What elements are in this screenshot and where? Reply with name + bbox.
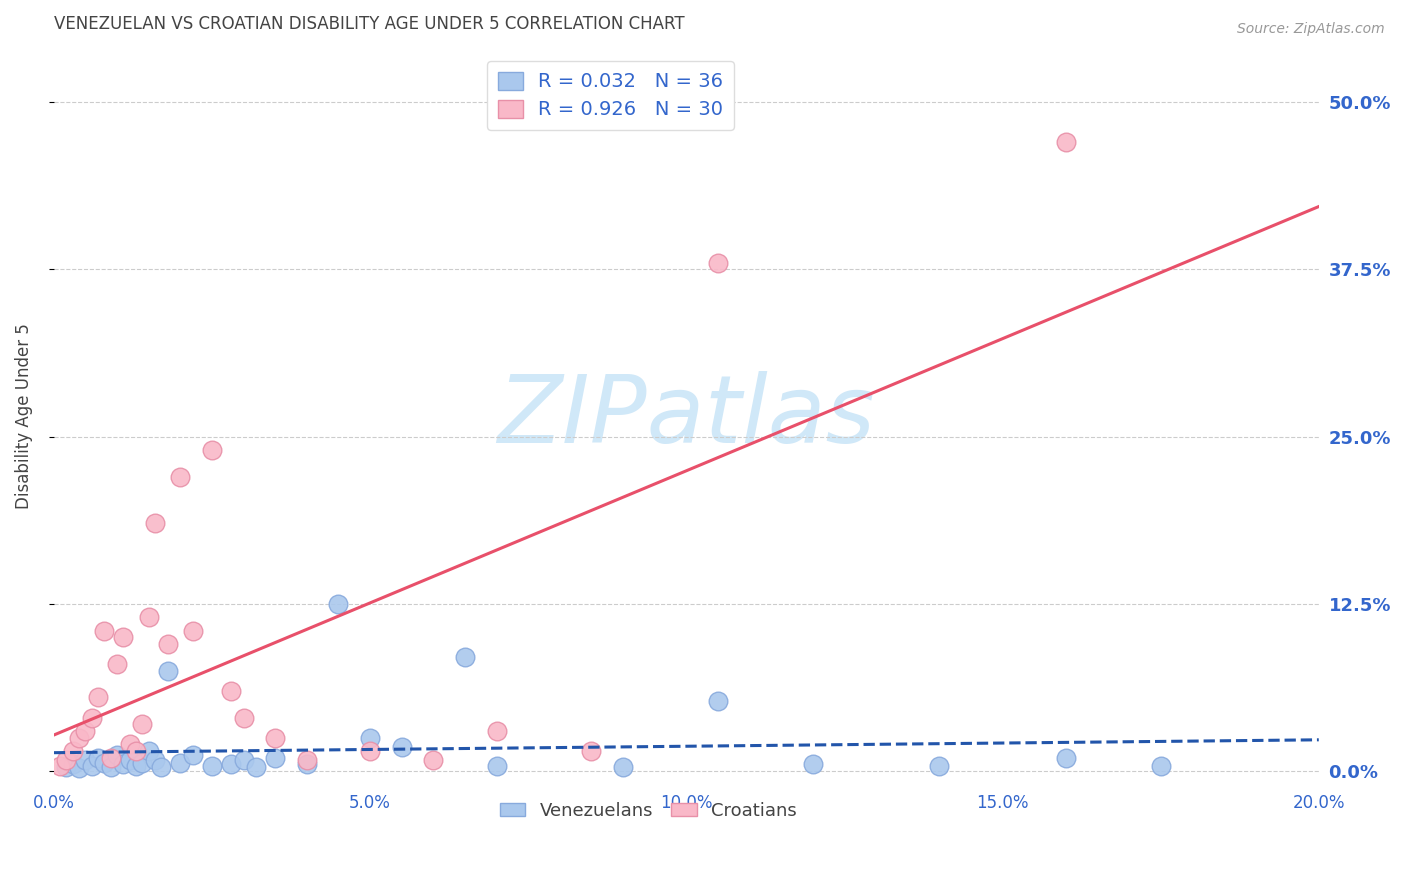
Point (118, 753, 141, 767)
Point (612, 760, 634, 774)
Point (87, 750, 110, 764)
Point (169, 756, 191, 770)
Point (62, 757, 84, 772)
Point (264, 750, 287, 764)
Point (75, 753, 97, 767)
Point (105, 657, 128, 671)
Point (100, 760, 122, 774)
Text: Source: ZipAtlas.com: Source: ZipAtlas.com (1237, 22, 1385, 37)
Point (928, 758, 950, 772)
Point (485, 758, 508, 772)
Point (801, 757, 824, 772)
Point (169, 469, 191, 483)
Point (62, 744, 84, 758)
Point (707, 255, 730, 269)
Point (422, 753, 444, 767)
Point (67, 731, 90, 745)
Point (245, 760, 267, 774)
Point (75, 723, 97, 738)
Point (232, 753, 254, 767)
Point (156, 637, 179, 651)
Legend: Venezuelans, Croatians: Venezuelans, Croatians (492, 795, 804, 827)
Point (201, 442, 224, 457)
Point (87, 690, 110, 705)
Point (359, 744, 381, 758)
Point (232, 710, 254, 724)
Point (201, 758, 224, 772)
Point (264, 731, 287, 745)
Point (105, 747, 128, 762)
Point (143, 753, 166, 767)
Point (131, 717, 153, 731)
Point (131, 756, 153, 770)
Point (1054, 750, 1077, 764)
Point (125, 758, 148, 772)
Point (80, 710, 103, 724)
Point (1054, 135, 1077, 149)
Point (138, 610, 160, 624)
Point (80, 758, 103, 772)
Point (181, 624, 204, 638)
Point (295, 757, 318, 772)
Point (454, 650, 477, 665)
Point (93, 624, 115, 638)
Point (55, 760, 77, 774)
Y-axis label: Disability Age Under 5: Disability Age Under 5 (15, 324, 32, 509)
Point (93, 756, 115, 770)
Point (219, 757, 242, 772)
Point (55, 753, 77, 767)
Point (112, 757, 135, 772)
Point (181, 747, 204, 762)
Point (49, 758, 72, 772)
Point (295, 753, 318, 767)
Point (156, 664, 179, 678)
Point (125, 744, 148, 758)
Point (359, 731, 381, 745)
Point (67, 761, 90, 775)
Point (138, 744, 160, 758)
Point (707, 694, 730, 708)
Point (219, 683, 242, 698)
Point (118, 737, 141, 751)
Point (112, 630, 135, 644)
Text: ZIPatlas: ZIPatlas (498, 371, 876, 462)
Point (150, 760, 173, 774)
Point (328, 597, 350, 611)
Text: VENEZUELAN VS CROATIAN DISABILITY AGE UNDER 5 CORRELATION CHART: VENEZUELAN VS CROATIAN DISABILITY AGE UN… (53, 15, 685, 33)
Point (100, 750, 122, 764)
Point (391, 739, 413, 754)
Point (485, 723, 508, 738)
Point (581, 744, 603, 758)
Point (1150, 758, 1173, 772)
Point (143, 516, 166, 531)
